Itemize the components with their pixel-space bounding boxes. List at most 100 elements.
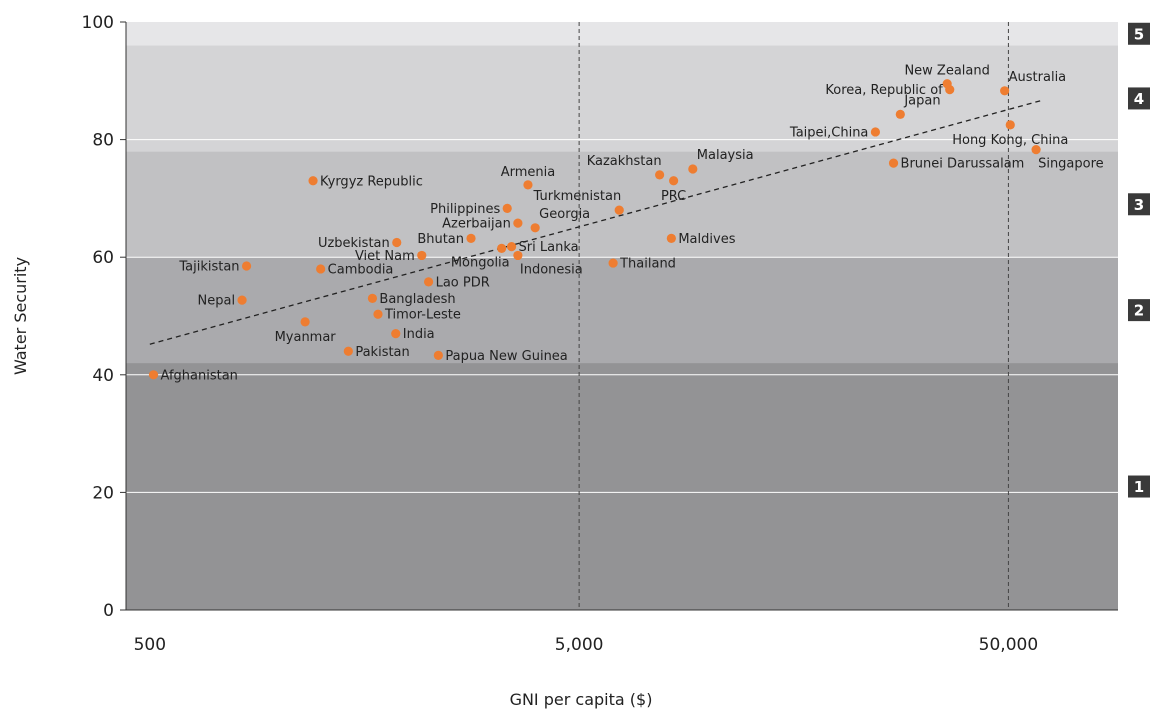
y-tick-label-20: 20 — [92, 483, 114, 503]
data-point — [666, 233, 676, 243]
y-tick-label-100: 100 — [82, 13, 114, 33]
data-point — [343, 346, 353, 356]
data-point — [237, 295, 247, 305]
data-point — [241, 261, 252, 271]
data-points — [148, 79, 1041, 380]
x-axis-title: GNI per capita ($) — [510, 690, 653, 709]
band-label-box-2 — [1128, 299, 1150, 322]
point-label: Taipei,China — [789, 125, 869, 140]
point-label: Lao PDR — [436, 275, 490, 290]
y-tick-label-40: 40 — [92, 366, 114, 386]
point-label: Timor-Leste — [384, 308, 461, 323]
point-label: Indonesia — [520, 262, 583, 277]
band-3 — [126, 151, 1118, 258]
band-4 — [126, 45, 1118, 152]
point-label: Japan — [903, 93, 940, 108]
data-point — [433, 350, 443, 360]
point-label: Thailand — [619, 257, 676, 272]
point-label: India — [403, 327, 435, 342]
point-label: Mongolia — [451, 255, 510, 270]
band-label-5: 5 — [1134, 25, 1144, 43]
band-label-box-1 — [1128, 475, 1150, 498]
reference-lines — [578, 22, 1009, 610]
data-point — [1000, 86, 1010, 96]
point-label: Australia — [1009, 70, 1067, 85]
data-point — [367, 293, 378, 303]
data-point — [373, 309, 383, 319]
data-point — [655, 170, 665, 180]
band-2 — [126, 257, 1118, 364]
point-label: Philippines — [430, 202, 500, 217]
point-label: PRC — [661, 189, 686, 204]
y-tick-label-0: 0 — [103, 601, 114, 621]
point-label: Nepal — [198, 294, 236, 309]
trendline-group — [149, 99, 1043, 345]
data-point — [497, 243, 507, 253]
point-label: Maldives — [678, 232, 735, 247]
data-point — [608, 258, 618, 268]
tick-labels: 0 20 40 60 80 100 500 5,000 50,000 — [82, 13, 1039, 655]
point-label: Cambodia — [328, 262, 394, 277]
data-point — [417, 250, 427, 261]
point-label: Korea, Republic of — [825, 83, 943, 98]
point-label: Armenia — [501, 165, 556, 180]
data-point — [523, 180, 533, 190]
data-point — [942, 79, 952, 89]
data-point — [1005, 120, 1015, 130]
point-label: Kyrgyz Republic — [320, 174, 423, 189]
band-label-1: 1 — [1134, 478, 1144, 496]
band-label-4: 4 — [1134, 90, 1144, 108]
band-5 — [126, 22, 1118, 46]
security-band-group — [126, 22, 1118, 610]
y-tick-label-80: 80 — [92, 131, 114, 151]
band-1 — [126, 363, 1118, 610]
point-label: Malaysia — [697, 148, 754, 163]
data-point — [688, 164, 698, 174]
point-label: Bhutan — [417, 232, 464, 247]
data-point — [1031, 144, 1041, 155]
data-point — [423, 277, 434, 287]
point-label: Hong Kong, China — [952, 133, 1068, 148]
data-point — [308, 176, 318, 186]
y-tick-label-60: 60 — [92, 248, 114, 268]
data-point — [669, 176, 679, 186]
data-point — [614, 205, 624, 215]
data-point — [392, 237, 402, 248]
band-label-3: 3 — [1134, 196, 1144, 214]
point-label: Papua New Guinea — [445, 349, 567, 364]
band-label-box-3 — [1128, 193, 1150, 216]
data-point — [466, 233, 476, 243]
point-label: Kazakhstan — [587, 154, 662, 169]
band-label-box-5 — [1128, 22, 1150, 45]
x-tick-label-5000: 5,000 — [555, 635, 604, 655]
data-point — [300, 317, 310, 327]
data-point — [506, 242, 517, 252]
data-point — [148, 370, 159, 380]
data-point — [513, 250, 523, 261]
x-tick-label-50000: 50,000 — [979, 635, 1038, 655]
point-label: Turkmenistan — [533, 189, 622, 204]
point-label: Myanmar — [275, 330, 337, 345]
data-point — [895, 109, 905, 119]
grid-lines — [126, 139, 1118, 493]
point-label: Bangladesh — [379, 292, 455, 307]
data-point — [870, 127, 881, 137]
point-label: Tajikistan — [178, 260, 239, 275]
point-label: Pakistan — [355, 345, 409, 360]
point-label: Georgia — [539, 207, 590, 222]
axes — [125, 22, 1118, 611]
band-label-2: 2 — [1134, 302, 1144, 320]
band-label-group: 1 2 3 4 5 — [1128, 22, 1150, 498]
point-label: Sri Lanka — [519, 240, 579, 255]
point-label: New Zealand — [904, 64, 989, 79]
data-point — [513, 218, 523, 228]
point-label: Brunei Darussalam — [901, 157, 1025, 172]
data-point — [316, 264, 326, 274]
data-point — [888, 158, 899, 168]
point-label: Uzbekistan — [318, 236, 390, 251]
point-labels: Afghanistan Nepal Tajikistan Kyrgyz Republi… — [161, 64, 1104, 384]
trendline — [149, 99, 1043, 345]
data-point — [391, 329, 401, 339]
point-label: Viet Nam — [355, 249, 415, 264]
